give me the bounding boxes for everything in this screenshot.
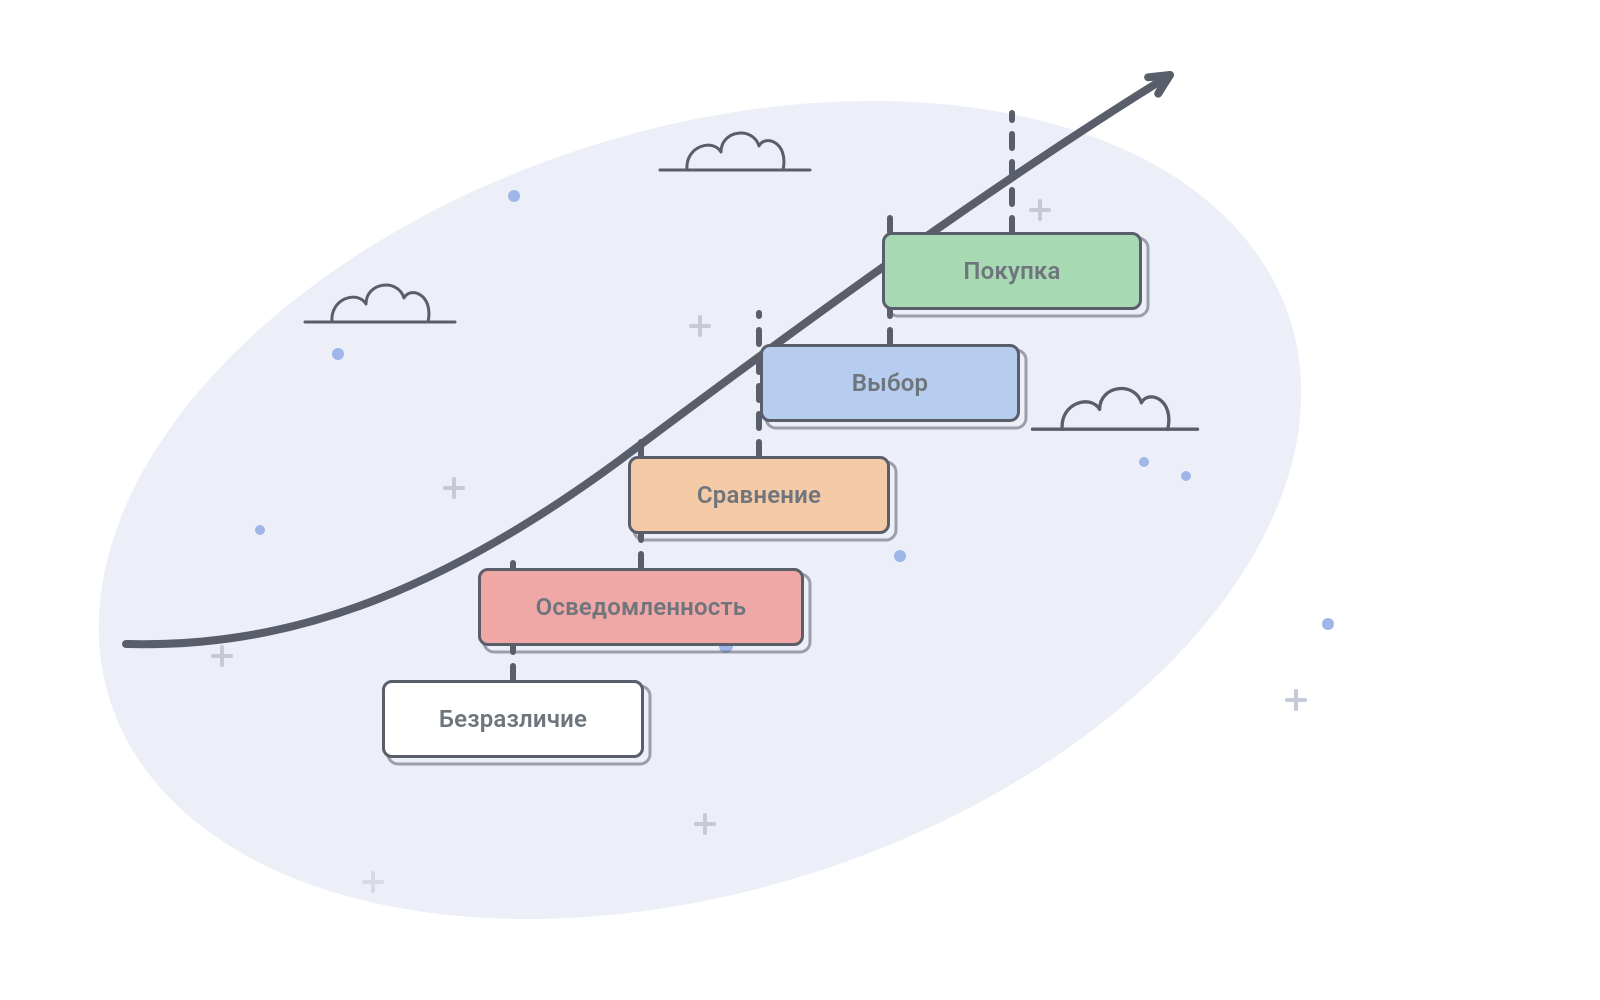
step-box-5: Покупка [882, 232, 1142, 310]
step-label: Покупка [963, 257, 1060, 285]
step-box-2: Осведомленность [478, 568, 804, 646]
diagram-stage: Безразличие Осведомленность Сравнение Выбор… [0, 0, 1600, 1000]
step-label: Осведомленность [536, 593, 747, 621]
step-box-4: Выбор [760, 344, 1020, 422]
step-label: Сравнение [697, 481, 821, 509]
step-label: Безразличие [439, 705, 587, 733]
step-label: Выбор [852, 369, 929, 397]
step-box-3: Сравнение [628, 456, 890, 534]
step-box-1: Безразличие [382, 680, 644, 758]
